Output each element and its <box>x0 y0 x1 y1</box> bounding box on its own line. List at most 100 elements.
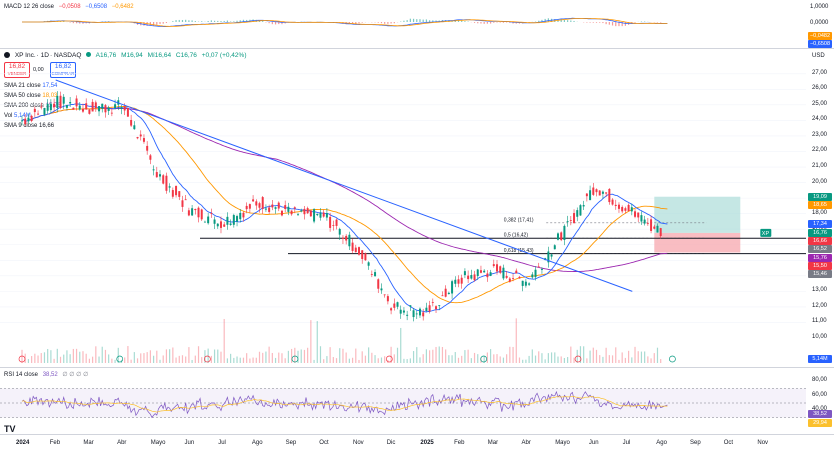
candle <box>386 294 389 305</box>
macd-chart[interactable] <box>0 0 806 48</box>
macd-histogram-bar <box>544 18 546 22</box>
macd-histogram-bar <box>233 21 235 22</box>
volume-bar <box>307 347 309 363</box>
candle-body <box>537 266 540 268</box>
volume-bar <box>544 359 546 363</box>
volume-bar <box>303 349 306 363</box>
volume-bar <box>50 350 52 363</box>
panel-divider-mid[interactable] <box>0 367 834 368</box>
panel-divider-top[interactable] <box>0 48 834 49</box>
price-axis-label: 21,00 <box>812 163 828 170</box>
candle-body <box>264 208 267 210</box>
candle <box>85 98 88 110</box>
candle-body <box>601 191 604 194</box>
volume-bar <box>621 352 623 363</box>
macd-histogram-bar <box>175 20 177 22</box>
candle <box>223 221 226 227</box>
volume-bar <box>85 353 87 363</box>
indicator-sma21[interactable]: SMA 21 close 17,54 <box>4 83 58 89</box>
macd-histogram-bar <box>165 22 168 24</box>
volume-bar <box>615 347 617 363</box>
rsi-value-tag: 38,52 <box>808 410 832 418</box>
macd-histogram-bar <box>486 22 488 24</box>
volume-bar <box>628 350 630 363</box>
candle <box>470 269 473 280</box>
volume-bar <box>274 357 277 363</box>
candle-body <box>171 190 174 197</box>
volume-bar <box>358 359 360 363</box>
macd-histogram-bar <box>499 22 501 23</box>
candle <box>248 203 251 213</box>
candle <box>463 268 466 279</box>
volume-bar <box>573 357 575 363</box>
rsi-chart[interactable] <box>0 368 806 434</box>
candle-body <box>630 207 633 212</box>
candle-body <box>271 204 274 208</box>
candle-body <box>136 137 139 139</box>
candle-body <box>377 279 380 289</box>
volume-bar <box>146 352 148 363</box>
macd-histogram-bar <box>489 22 492 24</box>
volume-bar <box>541 353 543 363</box>
volume-bar <box>37 355 39 363</box>
macd-histogram-bar <box>223 20 225 22</box>
candle-body <box>200 209 203 220</box>
volume-bar <box>409 358 411 363</box>
rsi-label: RSI 14 close <box>4 372 39 378</box>
macd-histogram-bar <box>201 21 203 22</box>
indicator-volume[interactable]: Vol 5,14M <box>4 113 31 119</box>
indicator-sma50[interactable]: SMA 50 close 18,03 <box>4 93 58 99</box>
symbol-legend[interactable]: XP Inc.· 1D· NASDAQ A16,76 M16,94 Mí16,6… <box>4 52 249 60</box>
candle <box>335 218 338 230</box>
volume-bar <box>441 346 444 363</box>
candle <box>601 190 604 199</box>
indicator-sma9[interactable]: SMA 9 close 16,66 <box>4 123 55 129</box>
volume-bar <box>197 346 200 363</box>
volume-bar <box>454 352 456 363</box>
candle <box>332 220 335 231</box>
candle-body <box>540 269 543 270</box>
candle <box>451 279 454 299</box>
macd-histogram-bar <box>611 22 614 26</box>
volume-bar <box>111 358 113 363</box>
candle-body <box>123 106 126 111</box>
candle <box>322 209 325 218</box>
volume-bar <box>380 357 383 363</box>
macd-histogram-bar <box>191 20 193 22</box>
candle <box>207 212 210 225</box>
candle-body <box>396 302 399 307</box>
macd-histogram-bar <box>377 22 379 23</box>
candle-body <box>101 103 104 109</box>
price-chart[interactable]: 0,382 (17,41) 0,5 (16,42) 0,618 (15,43) XP <box>0 49 806 367</box>
candle <box>585 193 588 202</box>
rsi-legend[interactable]: RSI 14 close 38,52 ∅ ∅ ∅ ∅ <box>4 371 91 379</box>
candle-body <box>155 172 158 178</box>
macd-value-hist: −0,0508 <box>58 4 81 10</box>
candle-body <box>152 169 155 171</box>
candle <box>367 261 370 270</box>
candle-body <box>415 313 418 315</box>
macd-histogram-bar <box>172 21 174 22</box>
candle <box>120 105 123 115</box>
macd-histogram-bar <box>63 21 65 22</box>
macd-histogram-bar <box>236 20 238 22</box>
candle-body <box>197 207 200 218</box>
candle <box>229 219 232 226</box>
volume-bar <box>461 355 463 363</box>
candle <box>380 283 383 294</box>
tradingview-logo[interactable]: TV <box>4 424 16 434</box>
candle <box>107 105 110 115</box>
candle-body <box>358 247 360 255</box>
macd-signal-line <box>22 18 668 27</box>
macd-legend[interactable]: MACD 12 26 close −0,0508 −0,6508 −0,6482 <box>4 3 137 11</box>
candle-body <box>53 103 56 108</box>
candle-body <box>409 305 412 307</box>
candle <box>438 305 441 311</box>
candle <box>239 209 242 223</box>
candle <box>560 231 563 242</box>
candle-body <box>236 216 239 222</box>
candle <box>518 275 521 279</box>
candle-body <box>229 223 232 225</box>
volume-bar <box>660 359 662 363</box>
candle <box>550 253 553 260</box>
